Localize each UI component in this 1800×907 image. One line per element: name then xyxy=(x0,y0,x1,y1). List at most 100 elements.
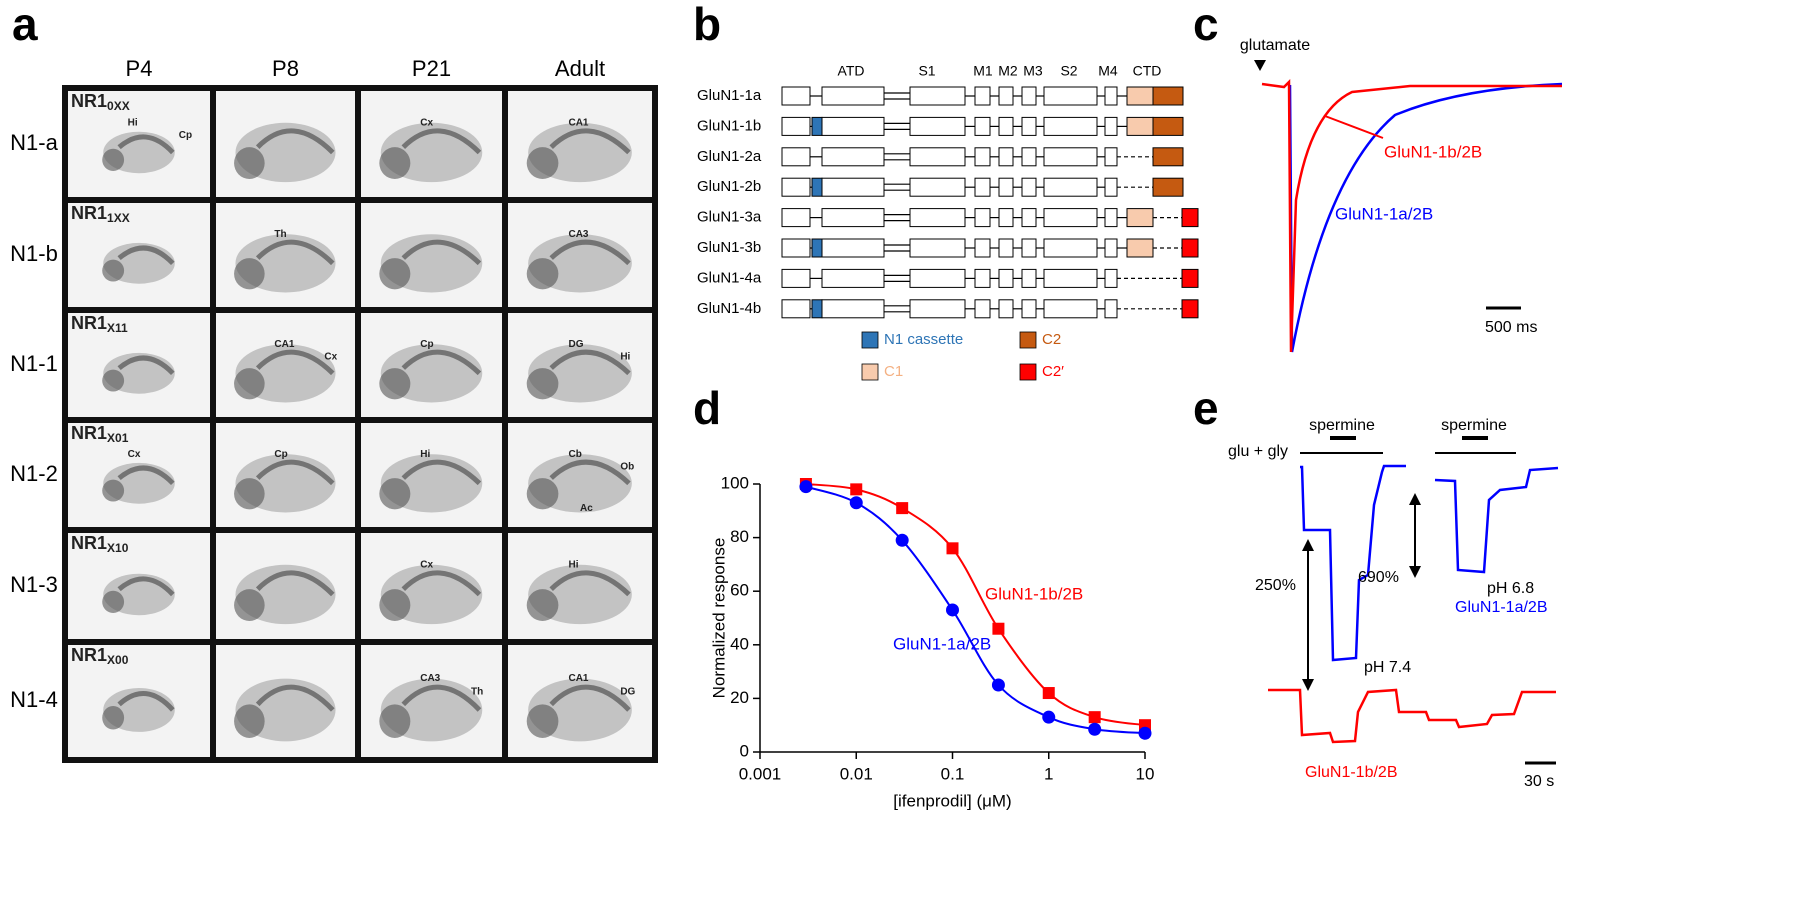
y-tick-label: 100 xyxy=(721,473,749,492)
m2-box xyxy=(998,86,1014,106)
row-label: N1-b xyxy=(10,241,58,266)
y-tick-label: 0 xyxy=(740,741,749,760)
x-axis-label: [ifenprodil] (μM) xyxy=(893,791,1011,810)
atd-box xyxy=(821,116,885,136)
s2-box xyxy=(1043,147,1098,167)
cerebellum xyxy=(379,589,411,621)
cortex xyxy=(549,684,631,712)
domain-label: M1 xyxy=(973,63,993,79)
cortex xyxy=(117,134,175,155)
atd-box xyxy=(821,147,885,167)
panel-letter: a xyxy=(12,0,38,50)
cerebellum xyxy=(234,258,265,290)
n1-cassette xyxy=(811,238,823,258)
genotype-tag: NR1X10 xyxy=(71,533,129,555)
cerebellum xyxy=(234,368,265,400)
stimulus-label: glutamate xyxy=(1240,37,1310,54)
genotype-tag: NR1X11 xyxy=(71,313,128,335)
row-label: N1-1 xyxy=(10,351,58,376)
s2-box xyxy=(1043,299,1098,319)
cortex xyxy=(401,128,482,155)
isoform-label: GluN1-2b xyxy=(697,178,761,195)
cerebellum xyxy=(379,478,411,510)
ph-label: pH 6.8 xyxy=(1487,580,1534,597)
cerebellum xyxy=(234,589,265,621)
atd-box xyxy=(821,238,885,258)
cerebellum xyxy=(102,479,125,502)
data-point xyxy=(895,533,909,547)
trace-slow xyxy=(1288,82,1563,353)
data-point xyxy=(1088,722,1102,736)
cerebellum xyxy=(526,147,559,179)
y-tick-label: 20 xyxy=(730,688,749,707)
drug-label: spermine xyxy=(1309,417,1375,434)
cortex xyxy=(117,576,175,597)
m4-box xyxy=(1104,177,1118,197)
cortex xyxy=(401,570,482,597)
m2-box xyxy=(998,208,1014,228)
region-label: Cp xyxy=(179,130,192,141)
tag-name: NR1 xyxy=(71,313,107,333)
s2-box xyxy=(1043,268,1098,288)
m4-box xyxy=(1104,268,1118,288)
m4-box xyxy=(1104,208,1118,228)
data-point xyxy=(946,542,959,555)
m4-box xyxy=(1104,238,1118,258)
cerebellum xyxy=(102,369,125,392)
cortex xyxy=(117,691,175,712)
cortex xyxy=(255,239,335,266)
data-point xyxy=(946,603,959,617)
c1-box xyxy=(1126,208,1154,228)
cortex xyxy=(401,239,482,266)
region-label: Cx xyxy=(420,117,433,128)
m3-box xyxy=(1021,238,1037,258)
s1-box xyxy=(909,208,966,228)
m1-box xyxy=(974,238,991,258)
region-label: Cx xyxy=(324,351,337,362)
domain-label: M2 xyxy=(998,63,1018,79)
data-point xyxy=(1042,687,1055,700)
signal-peptide xyxy=(781,147,811,167)
n1-cassette xyxy=(811,116,823,136)
cerebellum xyxy=(102,148,125,172)
x-tick-label: 0.001 xyxy=(739,764,782,783)
m1-box xyxy=(974,177,991,197)
ph-label: pH 7.4 xyxy=(1364,659,1411,676)
legend-label: C2′ xyxy=(1042,363,1064,380)
region-label: Hi xyxy=(568,559,578,570)
m2-box xyxy=(998,177,1014,197)
m1-box xyxy=(974,299,991,319)
region-label: Th xyxy=(471,687,483,698)
isoform-label: GluN1-2a xyxy=(697,148,762,165)
m1-box xyxy=(974,86,991,106)
c2p-box xyxy=(1181,299,1199,319)
panel-letter: c xyxy=(1193,0,1219,50)
y-tick-label: 60 xyxy=(730,581,749,600)
domain-label: M4 xyxy=(1098,63,1118,79)
legend-swatch xyxy=(1019,363,1037,381)
scale-label: 30 s xyxy=(1524,773,1554,790)
c2p-box xyxy=(1181,208,1199,228)
leader-line xyxy=(1324,115,1384,139)
region-label: Cx xyxy=(420,559,433,570)
domain-label: ATD xyxy=(838,63,865,79)
cerebellum xyxy=(379,704,411,738)
cortex xyxy=(255,570,335,597)
m3-box xyxy=(1021,86,1037,106)
region-label: CA3 xyxy=(568,229,588,240)
data-point xyxy=(799,480,813,494)
tag-name: NR1 xyxy=(71,203,107,223)
drug-label: spermine xyxy=(1441,417,1507,434)
data-point xyxy=(850,483,863,496)
trace-fast xyxy=(1261,79,1562,353)
m1-box xyxy=(974,208,991,228)
x-tick-label: 1 xyxy=(1044,764,1053,783)
c2-box xyxy=(1152,86,1184,106)
cortex xyxy=(255,349,335,376)
region-label: Hi xyxy=(128,117,138,128)
atd-box xyxy=(821,268,885,288)
m2-box xyxy=(998,299,1014,319)
fit-curve xyxy=(805,485,1146,735)
